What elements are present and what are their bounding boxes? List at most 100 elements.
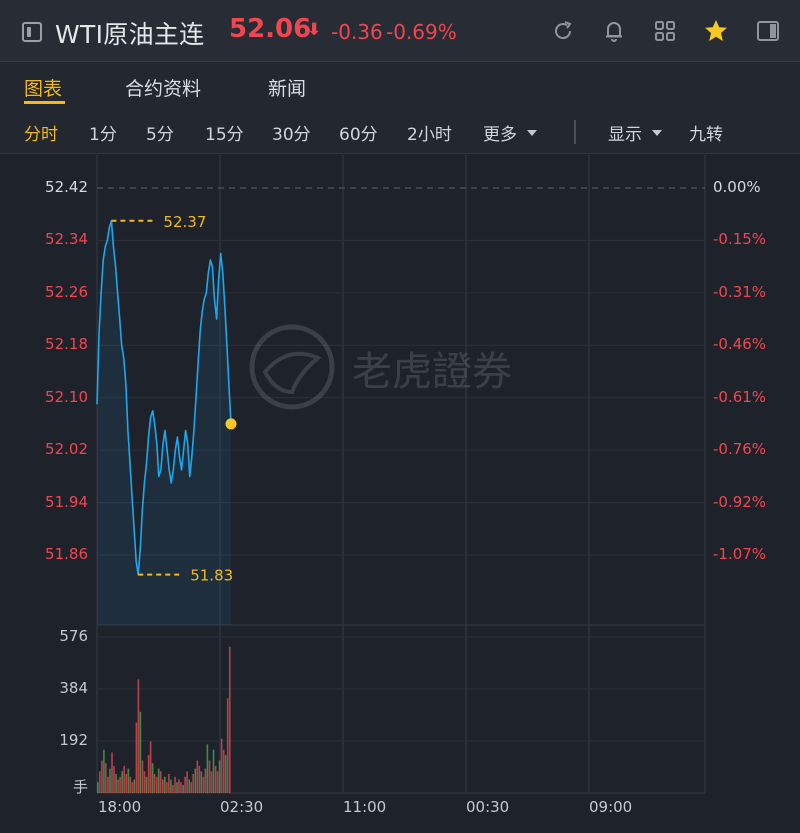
volume-bar	[222, 749, 225, 793]
volume-bar	[202, 776, 205, 794]
divider	[574, 120, 576, 144]
pct-axis-label: -0.31%	[713, 282, 767, 301]
price-axis-label: 52.18	[45, 335, 88, 354]
tab-bar: 图表 合约资料 新闻	[0, 62, 800, 110]
extreme-markers: 52.37 51.83	[111, 213, 233, 585]
time-axis-label: 09:00	[589, 798, 633, 816]
period-intraday[interactable]: 分时	[24, 125, 58, 145]
volume-bar	[145, 776, 148, 794]
volume-bar	[224, 755, 227, 793]
volume-bar	[229, 646, 231, 794]
down-arrow-icon: ⬇	[307, 20, 322, 40]
volume-bar	[133, 779, 136, 793]
volume-bar	[127, 768, 130, 793]
volume-bar	[210, 771, 213, 793]
volume-bar	[208, 760, 211, 793]
chevron-down-icon	[527, 130, 537, 136]
price-axis-label: 52.10	[45, 387, 88, 406]
period-15m[interactable]: 15分	[205, 125, 244, 145]
volume-bar	[194, 768, 197, 793]
low-label: 51.83	[190, 567, 233, 585]
page-title: WTI原油主连	[55, 20, 205, 49]
volume-bar	[180, 782, 182, 793]
header-bar: WTI原油主连 52.06 ⬇ -0.36 -0.69%	[0, 0, 800, 62]
chart-background	[0, 155, 800, 833]
volume-bar	[218, 760, 221, 793]
volume-bar	[135, 722, 138, 793]
volume-bar	[113, 765, 115, 793]
star-icon[interactable]	[703, 18, 729, 44]
volume-bar	[153, 774, 156, 793]
pct-axis-label: -1.07%	[713, 545, 767, 563]
volume-bar	[117, 779, 119, 793]
volume-bar	[190, 782, 192, 793]
volume-bar	[119, 776, 121, 794]
volume-bar	[105, 763, 107, 793]
volume-bar	[172, 784, 174, 793]
price-area-fill	[97, 220, 231, 626]
volume-bar	[129, 776, 132, 794]
panel-icon[interactable]	[755, 18, 781, 44]
volume-bar	[170, 779, 172, 793]
volume-bar	[220, 738, 223, 793]
bell-icon[interactable]	[601, 18, 627, 44]
volume-bar	[164, 776, 166, 794]
back-icon[interactable]	[22, 22, 42, 42]
price-axis-label: 52.26	[45, 282, 88, 301]
volume-bar	[97, 782, 99, 793]
time-axis-label: 18:00	[98, 798, 142, 816]
volume-bar	[101, 760, 103, 793]
high-label: 52.37	[163, 213, 206, 231]
watermark: 老虎證券	[249, 324, 512, 410]
jiuzhuan-indicator[interactable]: 九转	[689, 125, 723, 145]
period-2h[interactable]: 2小时	[407, 125, 452, 145]
volume-bar	[186, 771, 188, 793]
tab-news[interactable]: 新闻	[268, 78, 307, 100]
volume-axis-label: 576	[59, 627, 88, 645]
pct-axis-label: -0.92%	[713, 492, 767, 511]
volume-bar	[131, 782, 134, 793]
volume-bar	[141, 760, 144, 793]
price-axis-label: 52.34	[45, 230, 88, 249]
tab-chart[interactable]: 图表	[24, 78, 63, 100]
grid-icon[interactable]	[652, 18, 678, 44]
volume-bar	[111, 752, 113, 793]
pct-axis-label: -0.76%	[713, 440, 767, 459]
price-change-pct: -0.69%	[386, 20, 457, 44]
chart-grid	[0, 155, 800, 833]
volume-bar	[196, 760, 199, 793]
time-axis-label: 02:30	[220, 798, 264, 816]
period-60m[interactable]: 60分	[339, 125, 378, 145]
refresh-icon[interactable]	[550, 18, 576, 44]
volume-bar	[149, 741, 152, 793]
period-5m[interactable]: 5分	[146, 125, 174, 145]
more-label: 更多	[483, 125, 517, 145]
period-30m[interactable]: 30分	[272, 125, 311, 145]
pct-axis-label: 0.00%	[713, 178, 761, 196]
volume-bar	[143, 771, 146, 793]
volume-unit-label: 手	[72, 778, 88, 796]
tab-contract-info[interactable]: 合约资料	[125, 78, 202, 100]
volume-bar	[125, 774, 127, 793]
volume-bar	[206, 744, 209, 794]
volume-bar	[188, 779, 190, 793]
volume-bar	[157, 768, 160, 793]
volume-bar	[198, 765, 201, 793]
volume-axis-label: 384	[59, 679, 88, 697]
volume-bar	[212, 749, 215, 793]
volume-bar	[226, 698, 229, 793]
period-1m[interactable]: 1分	[89, 125, 117, 145]
pct-axis-label: -0.46%	[713, 335, 767, 354]
more-dropdown[interactable]: 更多	[483, 120, 537, 145]
volume-bar	[123, 765, 125, 793]
volume-bar	[178, 779, 180, 793]
volume-bar	[168, 774, 170, 793]
volume-bar	[109, 768, 111, 793]
pct-axis-label: -0.15%	[713, 230, 767, 249]
display-dropdown[interactable]: 显示	[608, 120, 662, 145]
volume-series	[97, 646, 231, 794]
time-axis-label: 11:00	[343, 798, 387, 816]
volume-bar	[103, 749, 105, 793]
volume-bar	[155, 776, 158, 794]
